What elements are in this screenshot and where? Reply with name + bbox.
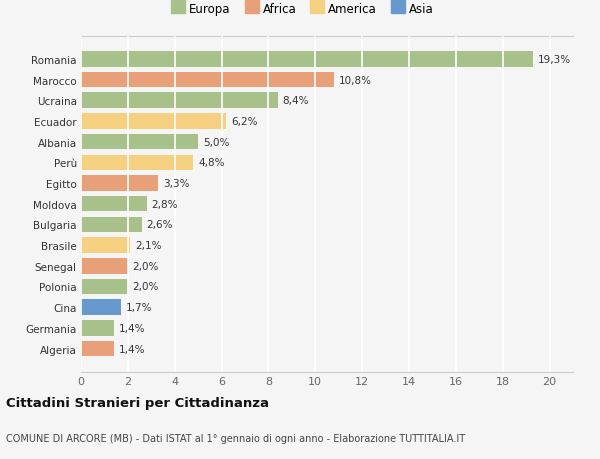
Text: 2,8%: 2,8%	[151, 199, 178, 209]
Text: 10,8%: 10,8%	[339, 75, 372, 85]
Text: 2,0%: 2,0%	[133, 261, 159, 271]
Bar	[81, 134, 198, 150]
Text: 1,7%: 1,7%	[125, 302, 152, 313]
Bar	[81, 217, 142, 233]
Text: 2,1%: 2,1%	[135, 241, 161, 251]
Text: 8,4%: 8,4%	[283, 96, 309, 106]
Bar	[81, 73, 334, 88]
Bar	[81, 176, 158, 191]
Bar	[81, 238, 130, 253]
Text: 3,3%: 3,3%	[163, 179, 190, 189]
Text: 6,2%: 6,2%	[231, 117, 257, 127]
Text: 1,4%: 1,4%	[118, 344, 145, 354]
Text: 4,8%: 4,8%	[198, 158, 224, 168]
Bar	[81, 258, 128, 274]
Bar	[81, 93, 278, 109]
Bar	[81, 52, 533, 67]
Bar	[81, 155, 193, 171]
Bar	[81, 300, 121, 315]
Text: 2,0%: 2,0%	[133, 282, 159, 292]
Text: 5,0%: 5,0%	[203, 137, 229, 147]
Legend: Europa, Africa, America, Asia: Europa, Africa, America, Asia	[168, 0, 437, 19]
Text: 2,6%: 2,6%	[146, 220, 173, 230]
Bar	[81, 320, 114, 336]
Text: COMUNE DI ARCORE (MB) - Dati ISTAT al 1° gennaio di ogni anno - Elaborazione TUT: COMUNE DI ARCORE (MB) - Dati ISTAT al 1°…	[6, 433, 465, 442]
Text: 19,3%: 19,3%	[538, 55, 571, 65]
Bar	[81, 279, 128, 295]
Text: 1,4%: 1,4%	[118, 323, 145, 333]
Bar	[81, 114, 226, 129]
Bar	[81, 196, 146, 212]
Text: Cittadini Stranieri per Cittadinanza: Cittadini Stranieri per Cittadinanza	[6, 396, 269, 409]
Bar	[81, 341, 114, 357]
